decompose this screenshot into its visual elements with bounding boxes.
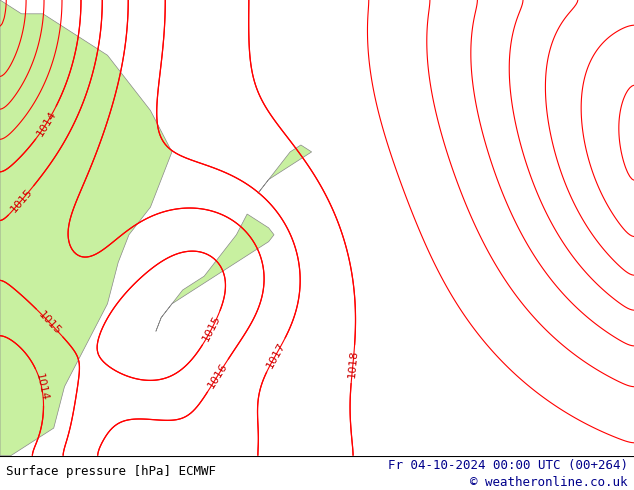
Polygon shape	[258, 145, 312, 194]
Polygon shape	[156, 214, 274, 331]
Text: 1014: 1014	[34, 372, 49, 402]
Text: 1015: 1015	[201, 313, 223, 343]
Polygon shape	[0, 0, 172, 456]
Text: 1015: 1015	[8, 187, 34, 215]
Text: 1015: 1015	[37, 309, 63, 337]
Text: 1014: 1014	[35, 108, 58, 138]
Text: 1017: 1017	[264, 340, 287, 369]
Text: 1016: 1016	[206, 361, 230, 390]
Text: Fr 04-10-2024 00:00 UTC (00+264): Fr 04-10-2024 00:00 UTC (00+264)	[387, 459, 628, 472]
Text: 1018: 1018	[347, 350, 359, 379]
Text: Surface pressure [hPa] ECMWF: Surface pressure [hPa] ECMWF	[6, 465, 216, 478]
Text: © weatheronline.co.uk: © weatheronline.co.uk	[470, 476, 628, 489]
